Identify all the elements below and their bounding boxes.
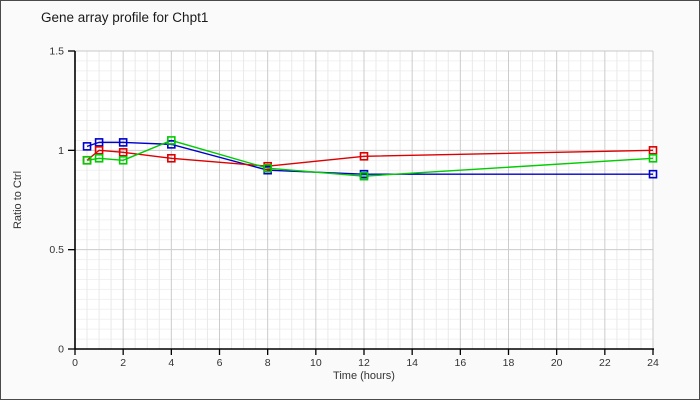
x-tick-label: 14 (406, 357, 418, 369)
x-tick-label: 0 (72, 357, 78, 369)
green-series-marker (648, 153, 658, 163)
x-tick-label: 18 (503, 357, 515, 369)
y-tick-label: 1 (58, 145, 64, 157)
green-series-marker (359, 171, 369, 181)
green-series-marker (82, 155, 92, 165)
x-tick-label: 4 (168, 357, 174, 369)
chart-title: Gene array profile for Chpt1 (41, 10, 209, 25)
x-tick-label: 22 (599, 357, 611, 369)
red-series-marker (118, 148, 128, 157)
green-series-marker (263, 163, 272, 173)
red-series-marker (94, 146, 104, 155)
x-tick-label: 12 (358, 357, 370, 369)
y-tick-label: 0.5 (49, 244, 64, 256)
red-series-line (86, 149, 654, 167)
x-tick-label: 10 (310, 357, 322, 369)
blue-series-marker (648, 169, 658, 179)
x-tick-label: 2 (120, 357, 126, 369)
x-tick-label: 8 (265, 357, 271, 369)
x-axis-label: Time (hours) (333, 370, 395, 382)
red-series-marker (359, 151, 369, 161)
x-tick-label: 20 (551, 357, 563, 369)
red-series-marker (648, 146, 658, 155)
green-series-marker (167, 136, 176, 145)
x-tick-label: 16 (454, 357, 466, 369)
y-axis-label: Ratio to Ctrl (12, 170, 24, 230)
y-tick-label: 0 (58, 344, 64, 356)
y-tick-label: 1.5 (49, 46, 64, 58)
x-tick-label: 6 (217, 357, 223, 369)
green-series-marker (118, 155, 128, 165)
red-series-marker (167, 153, 176, 163)
blue-series-marker (118, 138, 128, 147)
green-series-marker (94, 153, 104, 163)
blue-series-marker (94, 138, 104, 147)
x-tick-label: 24 (647, 357, 659, 369)
blue-series-marker (82, 142, 92, 151)
